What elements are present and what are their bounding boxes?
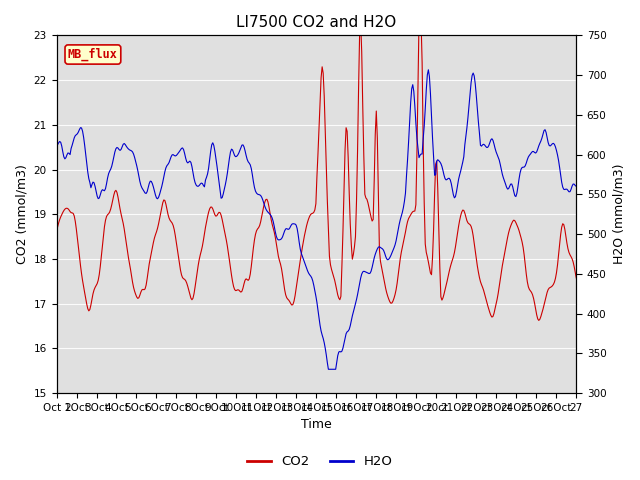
X-axis label: Time: Time	[301, 419, 332, 432]
Text: MB_flux: MB_flux	[68, 48, 118, 61]
Y-axis label: H2O (mmol/m3): H2O (mmol/m3)	[612, 164, 625, 264]
Title: LI7500 CO2 and H2O: LI7500 CO2 and H2O	[236, 15, 397, 30]
Legend: CO2, H2O: CO2, H2O	[242, 450, 398, 473]
Y-axis label: CO2 (mmol/m3): CO2 (mmol/m3)	[15, 164, 28, 264]
